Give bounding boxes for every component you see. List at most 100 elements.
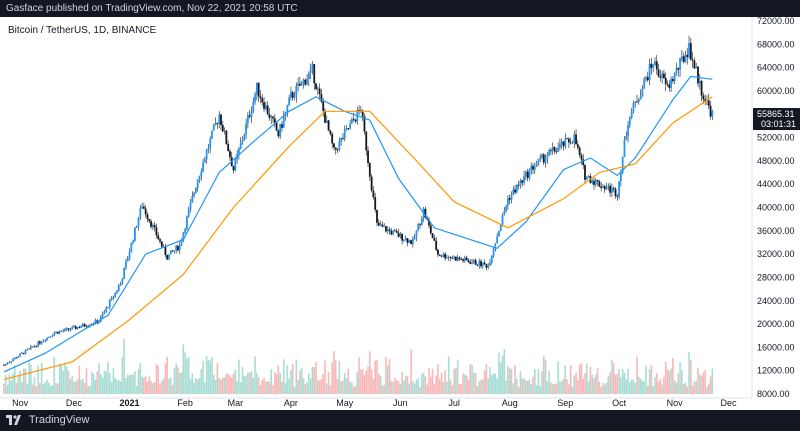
volume-bar	[548, 370, 550, 394]
candle-body	[679, 57, 681, 70]
volume-bar	[550, 382, 552, 394]
candle-body	[641, 87, 644, 97]
candle-body	[153, 224, 156, 228]
time-tick-label: Nov	[12, 398, 29, 408]
candle-body	[463, 257, 466, 261]
volume-bar	[28, 360, 30, 394]
price-axis[interactable]: 72000.0068000.0064000.0060000.0056000.00…	[757, 17, 795, 399]
candle-body	[205, 150, 208, 160]
candle-body	[155, 227, 158, 236]
volume-bar	[286, 365, 289, 394]
volume-bar	[593, 378, 595, 394]
volume-bar	[383, 384, 385, 394]
volume-bar	[559, 381, 561, 394]
candle-body	[257, 82, 260, 97]
candle-body	[300, 81, 303, 86]
candle-body	[474, 260, 477, 265]
candle-body	[203, 159, 206, 163]
candle-body	[316, 88, 319, 90]
volume-bar	[419, 387, 421, 394]
volume-bar	[268, 381, 271, 394]
price-tick-label: 64000.00	[757, 63, 795, 73]
candle-body	[307, 72, 310, 80]
candle-body	[688, 43, 690, 57]
candle-body	[702, 95, 705, 100]
time-axis[interactable]: Nov Dec 2021 Feb Mar Apr May Jun Jul Aug Sep Oct Nov…	[12, 398, 737, 408]
volume-bar	[426, 384, 429, 394]
candle-body	[342, 138, 344, 139]
volume-bar	[410, 349, 412, 394]
volume-bar	[327, 371, 330, 394]
volume-bar	[24, 368, 27, 394]
volume-bar	[82, 379, 84, 394]
volume-bar	[182, 344, 185, 394]
volume-bar	[412, 381, 414, 394]
candle-body	[168, 254, 170, 260]
volume-bar	[15, 382, 18, 394]
candle-body	[704, 99, 707, 101]
publish-header: Gasface published on TradingView.com, No…	[0, 0, 800, 17]
volume-bar	[447, 356, 450, 394]
volume-bar	[406, 376, 409, 394]
candle-body	[551, 147, 554, 151]
candle-body	[368, 163, 371, 177]
volume-bar	[670, 368, 672, 394]
candle-body	[64, 328, 66, 331]
price-chart[interactable]: Bitcoin / TetherUS, 1D, BINANCE 72000.00…	[0, 17, 800, 410]
candle-body	[621, 156, 624, 174]
candle-body	[471, 262, 473, 264]
candle-body	[345, 128, 348, 131]
volume-bar	[227, 373, 229, 394]
volume-bar	[440, 372, 443, 394]
time-tick-label: Nov	[667, 398, 684, 408]
volume-bar	[553, 383, 556, 394]
volume-bar	[661, 384, 663, 394]
volume-bar	[275, 373, 278, 394]
candle-body	[596, 180, 599, 182]
candle-body	[298, 83, 301, 86]
candle-body	[214, 123, 217, 126]
candle-body	[555, 151, 558, 153]
volume-bar	[596, 367, 599, 394]
volume-bar	[8, 374, 11, 394]
volume-bar	[42, 384, 45, 394]
candle-body	[87, 325, 90, 327]
candle-body	[519, 180, 522, 186]
candle-body	[78, 327, 81, 328]
candle-body	[207, 147, 210, 151]
candle-body	[44, 340, 47, 342]
candle-body	[33, 345, 36, 347]
volume-bar	[580, 363, 583, 394]
candle-body	[490, 255, 493, 263]
candle-body	[264, 105, 267, 109]
volume-bar	[611, 359, 613, 394]
volume-bar	[313, 367, 316, 394]
volume-bar	[381, 385, 384, 394]
candle-body	[501, 214, 504, 225]
volume-bar	[668, 371, 671, 394]
candle-body	[281, 124, 283, 128]
volume-bar	[528, 379, 531, 394]
volume-bar	[56, 383, 59, 394]
volume-bar	[157, 365, 160, 394]
candle-body	[607, 185, 610, 188]
candle-body	[234, 159, 237, 171]
volume-bar	[288, 378, 290, 394]
candle-body	[295, 85, 298, 97]
volume-bar	[150, 380, 152, 394]
volume-bar	[465, 375, 468, 394]
candle-body	[69, 329, 72, 331]
candle-body	[392, 230, 395, 235]
candle-body	[4, 363, 7, 365]
candle-body	[108, 300, 111, 308]
volume-bar	[329, 385, 332, 394]
volume-bar	[358, 357, 360, 394]
candle-body	[246, 115, 249, 124]
candle-body	[160, 241, 163, 247]
candle-body	[695, 66, 698, 69]
volume-bar	[166, 356, 168, 394]
candle-body	[584, 165, 586, 180]
candle-body	[447, 256, 450, 258]
volume-bar	[200, 369, 203, 394]
volume-bar	[566, 379, 568, 394]
